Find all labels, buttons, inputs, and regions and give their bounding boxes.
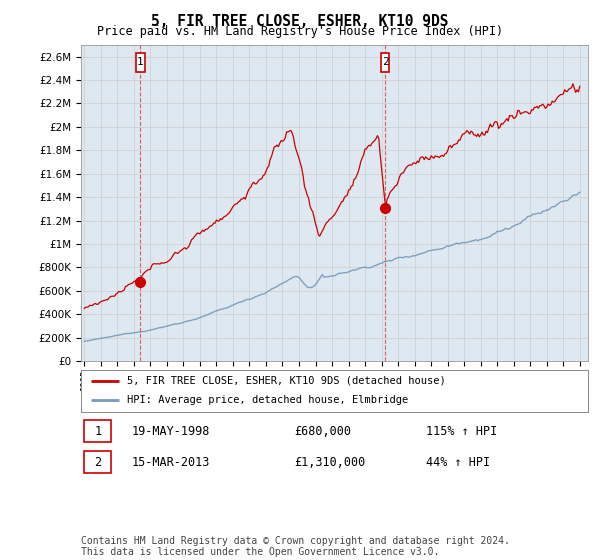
FancyBboxPatch shape — [136, 53, 145, 72]
Text: 115% ↑ HPI: 115% ↑ HPI — [426, 424, 497, 438]
FancyBboxPatch shape — [380, 53, 389, 72]
Text: 2: 2 — [382, 57, 388, 67]
Text: 44% ↑ HPI: 44% ↑ HPI — [426, 455, 490, 469]
Text: £1,310,000: £1,310,000 — [294, 455, 365, 469]
Text: 5, FIR TREE CLOSE, ESHER, KT10 9DS (detached house): 5, FIR TREE CLOSE, ESHER, KT10 9DS (deta… — [127, 376, 445, 386]
Text: Price paid vs. HM Land Registry's House Price Index (HPI): Price paid vs. HM Land Registry's House … — [97, 25, 503, 38]
Text: HPI: Average price, detached house, Elmbridge: HPI: Average price, detached house, Elmb… — [127, 395, 408, 405]
Text: 2: 2 — [94, 455, 101, 469]
Text: £680,000: £680,000 — [294, 424, 351, 438]
Text: 5, FIR TREE CLOSE, ESHER, KT10 9DS: 5, FIR TREE CLOSE, ESHER, KT10 9DS — [151, 14, 449, 29]
FancyBboxPatch shape — [83, 451, 112, 473]
Text: 19-MAY-1998: 19-MAY-1998 — [132, 424, 210, 438]
Text: 1: 1 — [137, 57, 143, 67]
Text: 1: 1 — [94, 424, 101, 438]
Text: 15-MAR-2013: 15-MAR-2013 — [132, 455, 210, 469]
FancyBboxPatch shape — [83, 420, 112, 442]
Text: Contains HM Land Registry data © Crown copyright and database right 2024.
This d: Contains HM Land Registry data © Crown c… — [81, 535, 510, 557]
